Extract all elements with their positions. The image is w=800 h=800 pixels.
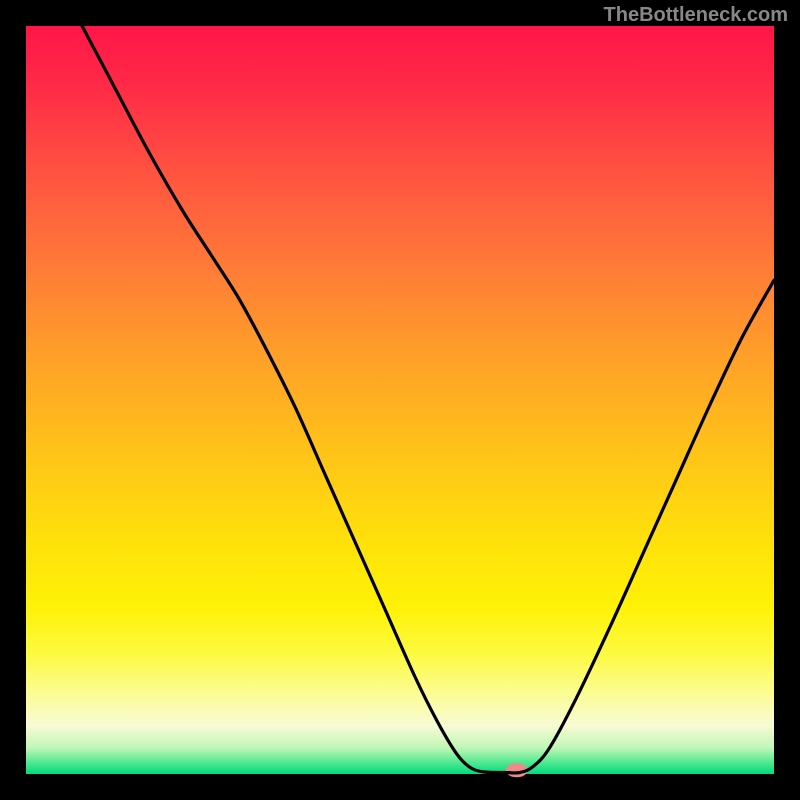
chart-container: TheBottleneck.com <box>0 0 800 800</box>
plot-background <box>26 26 774 774</box>
bottleneck-chart <box>0 0 800 800</box>
watermark-text: TheBottleneck.com <box>604 4 788 27</box>
